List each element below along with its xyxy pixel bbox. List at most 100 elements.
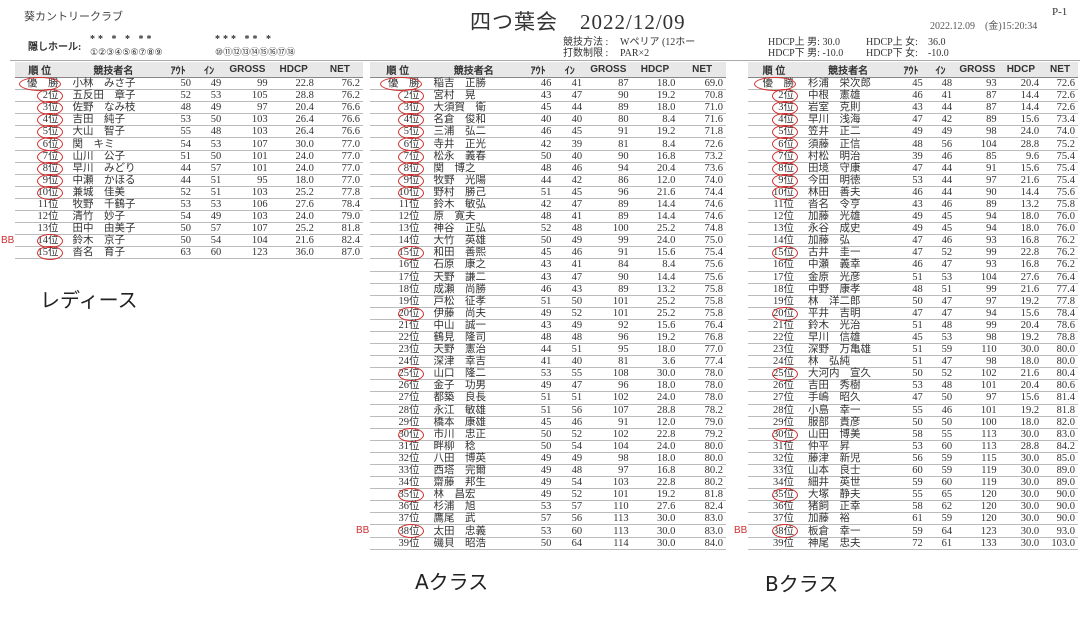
cell-gross: 85 xyxy=(955,150,1000,163)
player-name-text: 山田 博美 xyxy=(807,428,861,440)
hdcp-text: 18.0 xyxy=(656,452,676,464)
gross-text: 102 xyxy=(612,392,629,404)
cell-out: 45 xyxy=(521,416,555,429)
cell-rank: 30位 xyxy=(370,427,426,442)
gross-text: 91 xyxy=(986,162,997,174)
cell-net: 78.0 xyxy=(678,379,726,393)
net-text: 84.0 xyxy=(704,537,723,549)
cell-gross: 93 xyxy=(955,77,1000,91)
player-name-text: 牧野 光陽 xyxy=(433,174,487,186)
hdcp-text: 14.4 xyxy=(656,271,676,283)
gross-text: 99 xyxy=(986,247,997,259)
in-text: 55 xyxy=(571,368,583,380)
cell-out: 51 xyxy=(521,404,555,417)
cell-player-name: 和田 善熙 xyxy=(425,246,522,260)
player-name-text: 深津 幸吉 xyxy=(433,356,487,368)
cell-hdcp: 19.2 xyxy=(999,331,1043,345)
cell-player-name: 深津 幸吉 xyxy=(425,355,522,369)
cell-hdcp: 20.4 xyxy=(999,379,1043,393)
in-text: 46 xyxy=(941,404,953,416)
out-text: 42 xyxy=(540,138,552,150)
out-text: 43 xyxy=(912,198,923,210)
player-name-text: 天野 謙二 xyxy=(433,271,487,283)
cell-in: 48 xyxy=(925,77,956,91)
cell-in: 50 xyxy=(925,391,956,405)
cell-hdcp: 18.0 xyxy=(631,77,679,91)
cell-out: 50 xyxy=(162,222,194,236)
hdcp-text: 30.0 xyxy=(1020,537,1040,549)
cell-net: 82.4 xyxy=(678,500,726,514)
cell-rank: 39位 xyxy=(370,537,426,550)
cell-gross: 80 xyxy=(585,113,632,127)
table-row: 21位 鈴木 光治 51 48 99 20.4 78.6 xyxy=(748,319,1078,332)
net-text: 81.8 xyxy=(1056,404,1075,416)
hdcp-text: 30.0 xyxy=(1020,489,1040,501)
cell-gross: 90 xyxy=(585,89,632,103)
cell-player-name: 鈴木 光治 xyxy=(799,319,897,332)
cell-in: 52 xyxy=(554,428,586,441)
cell-net: 75.6 xyxy=(678,271,726,284)
cell-out: 47 xyxy=(896,391,926,405)
table-row: 10位 兼城 佳美 52 51 103 25.2 77.8 xyxy=(15,185,363,200)
table-row: 6位 寺井 正光 42 39 81 8.4 72.6 xyxy=(370,137,726,152)
cell-player-name: 林 昌宏 xyxy=(425,488,522,502)
cell-in: 49 xyxy=(925,125,956,139)
cell-in: 53 xyxy=(194,198,225,212)
cell-in: 51 xyxy=(554,391,586,405)
cell-out: 51 xyxy=(521,295,555,308)
player-name-text: 成瀬 尚勝 xyxy=(433,283,487,295)
cell-out: 52 xyxy=(162,89,194,103)
hdcp-text: 24.0 xyxy=(295,162,314,174)
cell-hdcp: 13.2 xyxy=(999,198,1043,212)
in-text: 48 xyxy=(571,465,583,477)
gross-text: 123 xyxy=(980,525,997,537)
cell-gross: 81 xyxy=(585,137,632,151)
in-text: 44 xyxy=(941,186,953,198)
cell-in: 49 xyxy=(554,234,586,248)
hdcp-text: 18.0 xyxy=(1020,356,1040,368)
cell-in: 62 xyxy=(925,500,956,514)
player-name-text: 鶴見 隆司 xyxy=(433,332,487,344)
hdcp-text: 25.2 xyxy=(656,295,676,307)
player-name-text: 宮村 晃 xyxy=(433,90,476,102)
out-text: 47 xyxy=(912,162,923,174)
column-header-gross: GROSS xyxy=(585,62,632,78)
rank-text: 28位 xyxy=(772,404,794,416)
hdcp-text: 18.0 xyxy=(656,102,676,114)
cell-player-name: 中山 誠一 xyxy=(425,319,522,332)
cell-gross: 107 xyxy=(224,137,271,151)
out-text: 45 xyxy=(540,247,552,259)
cell-player-name: 野村 勝己 xyxy=(425,186,522,199)
hidden-holes-front-stars: ** * * ** xyxy=(90,34,155,45)
hdcp-text: 30.0 xyxy=(1020,465,1040,477)
cell-gross: 104 xyxy=(224,234,271,248)
table-row: 2位 五反田 章子 52 53 105 28.8 76.2 xyxy=(15,89,363,104)
cell-gross: 119 xyxy=(955,476,1000,490)
cell-hdcp: 21.6 xyxy=(999,174,1043,187)
player-name-text: 市川 忠正 xyxy=(433,428,487,440)
hdcp-text: 24.0 xyxy=(656,392,676,404)
cell-player-name: 加藤 裕 xyxy=(799,512,897,526)
cell-player-name: 細井 英世 xyxy=(799,476,897,490)
cell-gross: 108 xyxy=(585,367,632,381)
hdcp-text: 13.2 xyxy=(656,283,676,295)
in-text: 41 xyxy=(571,211,583,223)
net-text: 72.6 xyxy=(1056,90,1075,102)
net-text: 74.0 xyxy=(704,174,723,186)
cell-player-name: 大須賀 衛 xyxy=(425,101,522,115)
in-text: 51 xyxy=(571,344,583,356)
player-name-text: 沓名 令亨 xyxy=(807,198,861,210)
table-row: 11位 牧野 千鶴子 53 53 106 27.6 78.4 xyxy=(15,198,363,212)
net-text: 90.0 xyxy=(1056,501,1075,513)
cell-gross: 91 xyxy=(585,125,632,139)
cell-out: 48 xyxy=(521,331,555,345)
cell-rank: 15位 xyxy=(15,246,65,261)
net-text: 75.4 xyxy=(704,247,723,259)
cell-net: 81.8 xyxy=(1042,404,1078,417)
hdcp-text: 15.6 xyxy=(656,247,676,259)
gross-text: 120 xyxy=(980,501,997,513)
cell-net: 75.4 xyxy=(1042,162,1078,175)
cell-rank: 27位 xyxy=(748,391,800,405)
net-text: 72.6 xyxy=(1056,102,1075,114)
net-text: 74.6 xyxy=(704,198,723,210)
